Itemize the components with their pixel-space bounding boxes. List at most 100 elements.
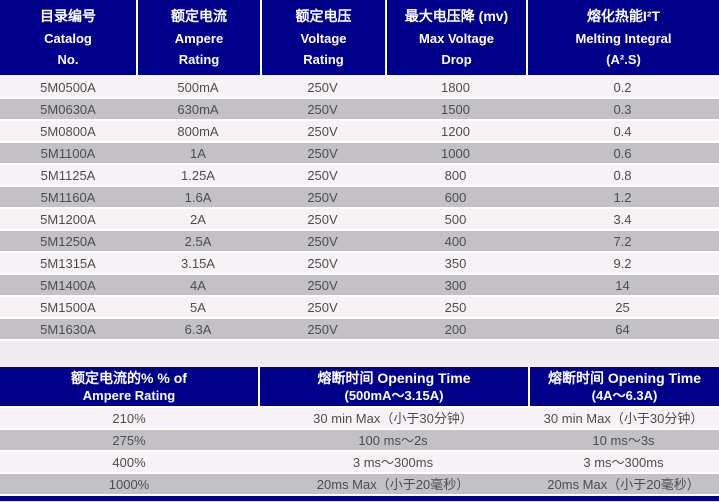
voltage-drop-cell: 250 <box>444 299 467 315</box>
catalog-cell: 5M1100A <box>40 145 96 161</box>
header-line: Rating <box>303 52 344 68</box>
percent-cell: 1000% <box>108 476 150 492</box>
voltage-cell: 250V <box>307 321 338 337</box>
column-header-voltage-rating: 额定电压 Voltage Rating <box>260 0 385 75</box>
column-header-ampere-rating: 额定电流 Ampere Rating <box>136 0 260 75</box>
melting-integral-cell: 0.3 <box>613 101 632 117</box>
header-line: 额定电流 <box>171 7 227 24</box>
voltage-cell: 250V <box>307 123 338 139</box>
voltage-drop-cell: 1000 <box>441 145 470 161</box>
voltage-cell: 250V <box>307 79 338 95</box>
melting-integral-cell: 7.2 <box>613 233 632 249</box>
table-row: 5M1125A 1.25A 250V 800 0.8 <box>0 165 719 187</box>
voltage-drop-cell: 1800 <box>441 79 470 95</box>
header-line: Ampere Rating <box>82 388 176 403</box>
tables-gap <box>0 341 719 367</box>
opening-time-high-cell: 10 ms～3s <box>592 432 655 448</box>
ampere-cell: 2A <box>190 211 206 227</box>
opening-time-low-cell: 100 ms～2s <box>358 432 428 448</box>
column-header-melting-integral: 熔化热能I²T Melting Integral (A².S) <box>526 0 719 75</box>
header-line: Rating <box>178 52 220 68</box>
catalog-cell: 5M0800A <box>40 123 96 139</box>
voltage-cell: 250V <box>307 277 338 293</box>
header-line: 最大电压降 (mv) <box>404 7 509 24</box>
voltage-cell: 250V <box>307 145 338 161</box>
column-header-max-voltage-drop: 最大电压降 (mv) Max Voltage Drop <box>385 0 526 75</box>
melting-integral-cell: 0.8 <box>613 167 632 183</box>
table-row: 5M1630A 6.3A 250V 200 64 <box>0 319 719 341</box>
voltage-cell: 250V <box>307 101 338 117</box>
ampere-cell: 4A <box>190 277 206 293</box>
header-line: Max Voltage <box>419 30 494 46</box>
melting-integral-cell: 0.4 <box>613 123 632 139</box>
catalog-cell: 5M1160A <box>40 189 96 205</box>
voltage-drop-cell: 400 <box>444 233 467 249</box>
table-row: 5M0630A 630mA 250V 1500 0.3 <box>0 99 719 121</box>
ampere-cell: 800mA <box>177 123 219 139</box>
header-line: (A².S) <box>606 52 641 68</box>
voltage-cell: 250V <box>307 299 338 315</box>
table-row: 5M1400A 4A 250V 300 14 <box>0 275 719 297</box>
melting-integral-cell: 3.4 <box>613 211 632 227</box>
ampere-cell: 1.25A <box>181 167 215 183</box>
percent-cell: 210% <box>112 410 146 426</box>
melting-integral-cell: 1.2 <box>613 189 632 205</box>
voltage-cell: 250V <box>307 255 338 271</box>
header-line: 目录编号 <box>40 7 96 24</box>
header-line: No. <box>57 52 79 68</box>
table-row: 1000% 20ms Max（小于20毫秒） 20ms Max（小于20毫秒） <box>0 474 719 496</box>
percent-cell: 400% <box>112 454 146 470</box>
opening-time-high-cell: 3 ms～300ms <box>583 454 664 470</box>
table-row: 5M1315A 3.15A 250V 350 9.2 <box>0 253 719 275</box>
header-line: (4A～6.3A) <box>591 388 658 403</box>
voltage-cell: 250V <box>307 189 338 205</box>
table-row: 5M0500A 500mA 250V 1800 0.2 <box>0 77 719 99</box>
melting-integral-cell: 64 <box>615 321 630 337</box>
melting-integral-cell: 14 <box>615 277 630 293</box>
header-line: Voltage <box>300 30 347 46</box>
header-line: 额定电流的% % of <box>71 370 187 386</box>
header-line: 熔断时间 Opening Time <box>317 370 471 386</box>
voltage-cell: 250V <box>307 211 338 227</box>
voltage-drop-cell: 300 <box>444 277 467 293</box>
melting-integral-cell: 0.6 <box>613 145 632 161</box>
fuse-ratings-table: 目录编号 Catalog No. 额定电流 Ampere Rating 额定电压… <box>0 0 719 341</box>
voltage-drop-cell: 1200 <box>441 123 470 139</box>
table-row: 275% 100 ms～2s 10 ms～3s <box>0 430 719 452</box>
ampere-cell: 1A <box>190 145 206 161</box>
ratings-table-header-row: 目录编号 Catalog No. 额定电流 Ampere Rating 额定电压… <box>0 0 719 77</box>
voltage-drop-cell: 800 <box>444 167 467 183</box>
ampere-cell: 630mA <box>177 101 219 117</box>
table-bottom-border <box>0 496 719 501</box>
catalog-cell: 5M1400A <box>40 277 96 293</box>
table-row: 5M1100A 1A 250V 1000 0.6 <box>0 143 719 165</box>
catalog-cell: 5M1200A <box>40 211 96 227</box>
voltage-drop-cell: 350 <box>444 255 467 271</box>
catalog-cell: 5M1250A <box>40 233 96 249</box>
table-row: 5M1160A 1.6A 250V 600 1.2 <box>0 187 719 209</box>
opening-time-high-cell: 30 min Max（小于30分钟） <box>543 410 704 426</box>
opening-time-high-cell: 20ms Max（小于20毫秒） <box>547 476 700 492</box>
voltage-cell: 250V <box>307 233 338 249</box>
header-line: 熔化热能I²T <box>586 7 661 24</box>
ratings-table-body: 5M0500A 500mA 250V 1800 0.2 5M0630A 630m… <box>0 77 719 341</box>
ampere-cell: 6.3A <box>184 321 212 337</box>
table-row: 5M1250A 2.5A 250V 400 7.2 <box>0 231 719 253</box>
header-line: Catalog <box>44 30 92 46</box>
table-row: 210% 30 min Max（小于30分钟） 30 min Max（小于30分… <box>0 408 719 430</box>
table-row: 400% 3 ms～300ms 3 ms～300ms <box>0 452 719 474</box>
table-row: 5M0800A 800mA 250V 1200 0.4 <box>0 121 719 143</box>
header-line: 熔断时间 Opening Time <box>548 370 701 386</box>
opening-time-low-cell: 3 ms～300ms <box>352 454 434 470</box>
header-line: Drop <box>441 52 472 68</box>
table-row: 5M1200A 2A 250V 500 3.4 <box>0 209 719 231</box>
voltage-drop-cell: 200 <box>444 321 467 337</box>
ampere-cell: 500mA <box>177 79 219 95</box>
ampere-cell: 3.15A <box>181 255 215 271</box>
header-line: 额定电压 <box>295 7 352 24</box>
column-header-opening-time-high-range: 熔断时间 Opening Time (4A～6.3A) <box>528 367 719 406</box>
voltage-drop-cell: 500 <box>444 211 467 227</box>
header-line: Ampere <box>174 30 224 46</box>
catalog-cell: 5M1125A <box>40 167 96 183</box>
table-row: 5M1500A 5A 250V 250 25 <box>0 297 719 319</box>
